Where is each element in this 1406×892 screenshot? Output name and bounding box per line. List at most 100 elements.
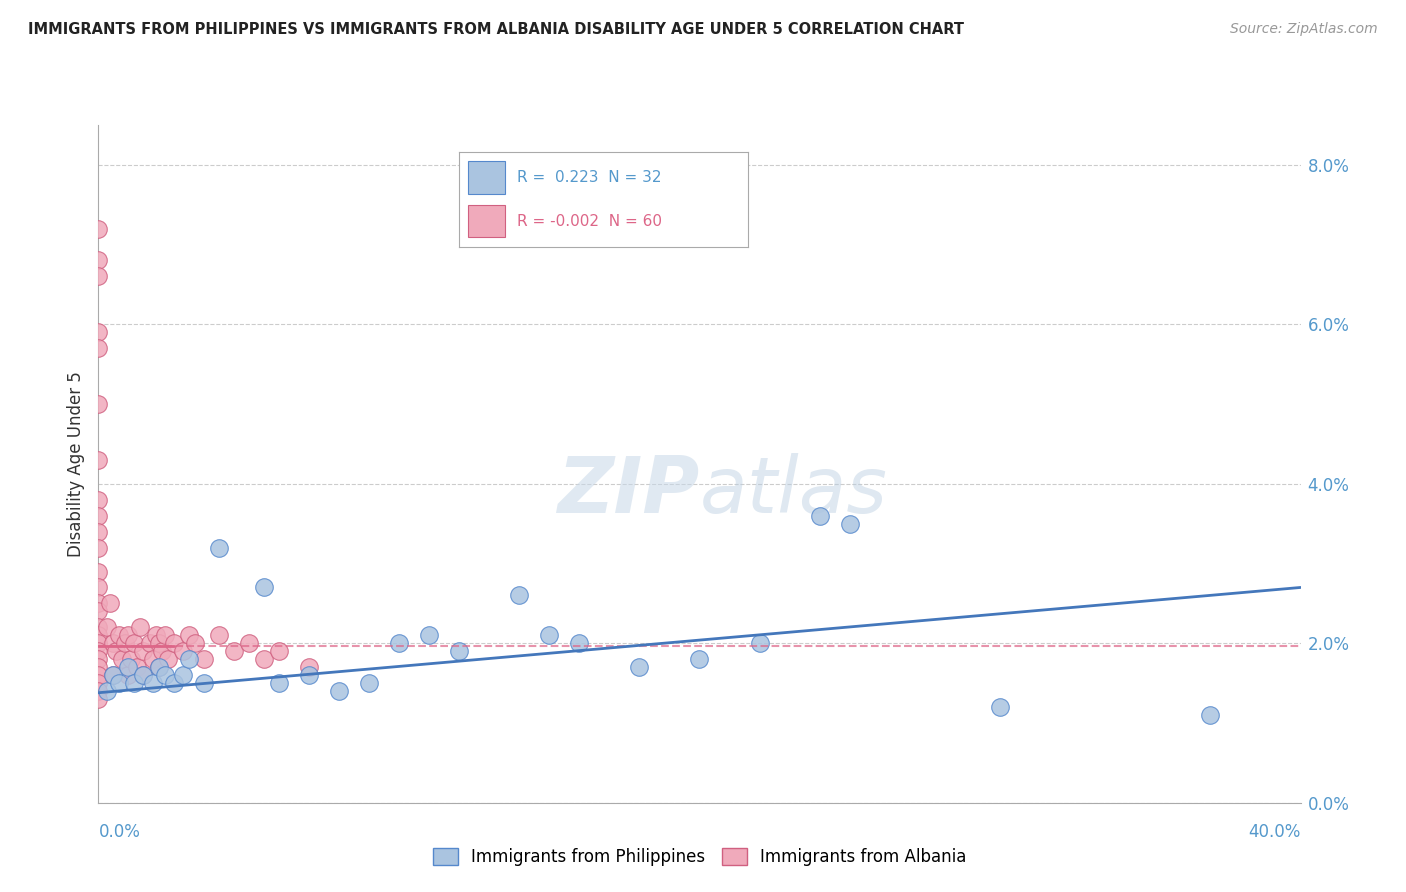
Point — [156, 652, 179, 666]
Point — [87, 652, 110, 666]
Point — [87, 269, 110, 284]
Point — [447, 644, 470, 658]
Point — [222, 644, 245, 658]
Point — [124, 676, 146, 690]
Point — [108, 628, 131, 642]
Text: atlas: atlas — [700, 453, 887, 529]
Point — [238, 636, 260, 650]
Point — [105, 644, 128, 658]
Point — [108, 676, 131, 690]
Point — [748, 636, 770, 650]
Point — [183, 636, 205, 650]
Point — [96, 684, 118, 698]
Point — [538, 628, 561, 642]
Point — [87, 596, 110, 610]
Point — [87, 692, 110, 706]
Point — [177, 628, 200, 642]
Point — [418, 628, 440, 642]
Point — [127, 660, 149, 674]
Point — [103, 636, 125, 650]
Point — [117, 660, 139, 674]
Point — [87, 341, 110, 355]
Point — [628, 660, 651, 674]
Point — [87, 604, 110, 618]
Point — [689, 652, 711, 666]
Point — [808, 508, 831, 523]
Point — [298, 668, 321, 682]
Point — [150, 644, 173, 658]
Y-axis label: Disability Age Under 5: Disability Age Under 5 — [66, 371, 84, 557]
Point — [145, 628, 167, 642]
Point — [87, 581, 110, 595]
Point — [568, 636, 591, 650]
Point — [148, 636, 170, 650]
Point — [193, 676, 215, 690]
Point — [124, 636, 146, 650]
Point — [148, 660, 170, 674]
Text: R = -0.002  N = 60: R = -0.002 N = 60 — [517, 214, 662, 228]
Point — [103, 668, 125, 682]
Point — [103, 668, 125, 682]
Bar — [468, 205, 505, 237]
Point — [298, 660, 321, 674]
Point — [141, 652, 163, 666]
Point — [87, 397, 110, 411]
Text: ZIP: ZIP — [557, 453, 700, 529]
Point — [138, 636, 160, 650]
Point — [208, 628, 231, 642]
Text: 0.0%: 0.0% — [98, 823, 141, 841]
Point — [253, 652, 276, 666]
Point — [87, 636, 110, 650]
Point — [153, 628, 176, 642]
Legend: Immigrants from Philippines, Immigrants from Albania: Immigrants from Philippines, Immigrants … — [426, 841, 973, 872]
Point — [111, 652, 134, 666]
Point — [177, 652, 200, 666]
Point — [87, 565, 110, 579]
Point — [87, 676, 110, 690]
Point — [114, 636, 136, 650]
Point — [87, 492, 110, 507]
Point — [117, 628, 139, 642]
Bar — [468, 161, 505, 194]
Point — [357, 676, 380, 690]
Point — [121, 652, 143, 666]
Point — [132, 668, 155, 682]
Point — [208, 541, 231, 555]
Point — [87, 628, 110, 642]
Point — [1199, 708, 1222, 723]
Text: 40.0%: 40.0% — [1249, 823, 1301, 841]
Point — [838, 516, 860, 531]
Point — [508, 589, 530, 603]
Point — [388, 636, 411, 650]
Point — [132, 668, 155, 682]
Point — [328, 684, 350, 698]
Text: R =  0.223  N = 32: R = 0.223 N = 32 — [517, 170, 661, 186]
Point — [267, 676, 290, 690]
Point — [87, 524, 110, 539]
Point — [162, 676, 184, 690]
Point — [253, 581, 276, 595]
Point — [172, 668, 194, 682]
Point — [132, 644, 155, 658]
Text: Source: ZipAtlas.com: Source: ZipAtlas.com — [1230, 22, 1378, 37]
Point — [148, 660, 170, 674]
Point — [193, 652, 215, 666]
Point — [153, 668, 176, 682]
Point — [129, 620, 152, 634]
Point — [96, 620, 118, 634]
Text: IMMIGRANTS FROM PHILIPPINES VS IMMIGRANTS FROM ALBANIA DISABILITY AGE UNDER 5 CO: IMMIGRANTS FROM PHILIPPINES VS IMMIGRANT… — [28, 22, 965, 37]
Point — [117, 668, 139, 682]
Point — [87, 668, 110, 682]
Point — [988, 700, 1011, 714]
Point — [172, 644, 194, 658]
Point — [87, 253, 110, 268]
Point — [87, 453, 110, 467]
Point — [87, 644, 110, 658]
Point — [267, 644, 290, 658]
Point — [87, 221, 110, 235]
Point — [141, 676, 163, 690]
Point — [162, 636, 184, 650]
Point — [87, 684, 110, 698]
Point — [87, 660, 110, 674]
Point — [87, 620, 110, 634]
